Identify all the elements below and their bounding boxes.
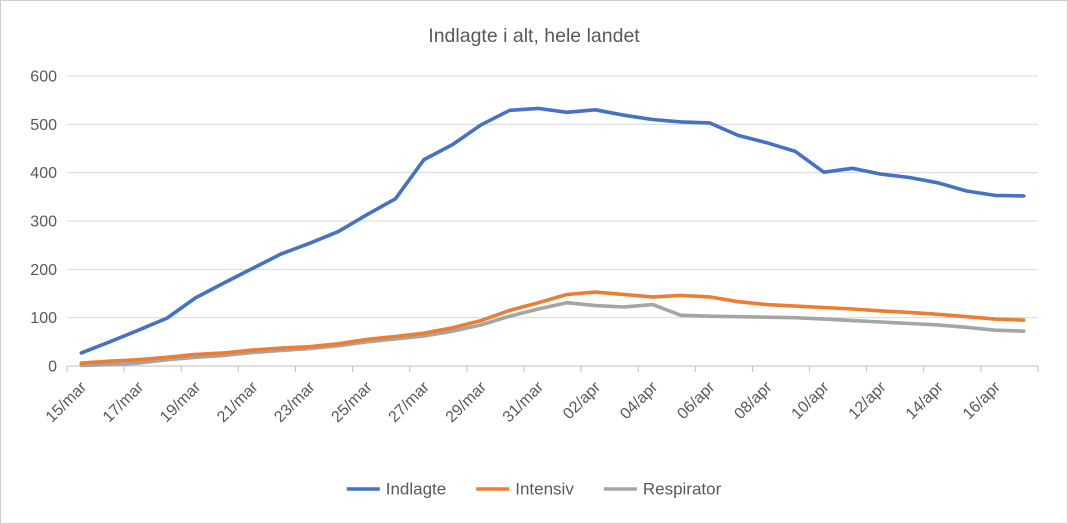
y-tick-label: 200 (30, 262, 57, 279)
series-line-indlagte (79, 106, 1026, 355)
y-tick-label: 300 (30, 214, 57, 231)
x-tick-label: 27/mar (386, 378, 434, 426)
x-tick-label: 25/mar (328, 378, 376, 426)
x-tick-label: 15/mar (43, 378, 91, 426)
x-tick-label: 16/apr (960, 378, 1005, 423)
y-tick-label: 100 (30, 310, 57, 327)
x-tick-label: 23/mar (271, 378, 319, 426)
legend-label-intensiv: Intensiv (515, 480, 574, 499)
y-tick-label: 0 (48, 359, 57, 376)
x-tick-label: 02/apr (560, 378, 605, 423)
y-tick-label: 500 (30, 117, 57, 134)
x-tick-label: 31/mar (500, 378, 548, 426)
y-tick-label: 600 (30, 69, 57, 86)
legend-label-indlagte: Indlagte (386, 480, 447, 499)
x-tick-label: 29/mar (443, 378, 491, 426)
x-tick-label: 06/apr (674, 378, 719, 423)
x-tick-label: 21/mar (214, 378, 262, 426)
legend-label-respirator: Respirator (643, 480, 722, 499)
x-tick-label: 14/apr (903, 378, 948, 423)
x-tick-label: 08/apr (731, 378, 776, 423)
x-tick-label: 19/mar (157, 378, 205, 426)
chart-title: Indlagte i alt, hele landet (428, 25, 640, 47)
legend-item-respirator: Respirator (603, 480, 722, 499)
legend: Indlagte Intensiv Respirator (346, 480, 722, 499)
legend-item-indlagte: Indlagte (346, 480, 447, 499)
legend-item-intensiv: Intensiv (476, 480, 574, 499)
series-line-intensiv (79, 290, 1026, 365)
x-tick-label: 12/apr (846, 378, 891, 423)
x-tick-label: 17/mar (100, 378, 148, 426)
x-tick-label: 10/apr (789, 378, 834, 423)
series-line-respirator (79, 300, 1026, 368)
x-tick-label: 04/apr (617, 378, 662, 423)
y-tick-label: 400 (30, 165, 57, 182)
